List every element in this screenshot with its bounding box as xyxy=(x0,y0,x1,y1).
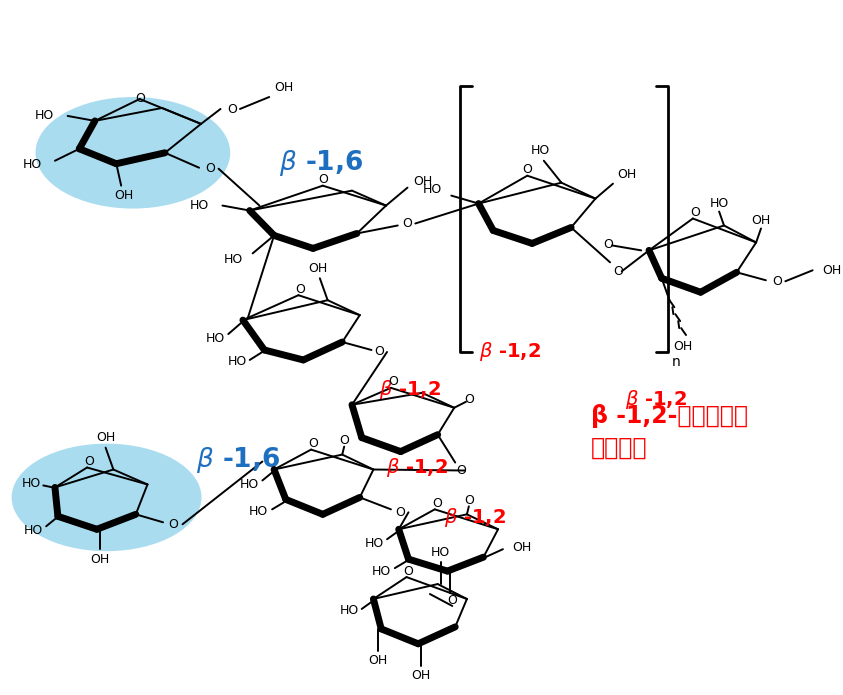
Text: HO: HO xyxy=(431,546,450,559)
Text: $\beta$ -1,2: $\beta$ -1,2 xyxy=(625,389,687,411)
Text: O: O xyxy=(403,217,412,230)
Text: O: O xyxy=(339,434,349,447)
Ellipse shape xyxy=(12,443,201,551)
Text: OH: OH xyxy=(751,214,771,227)
Text: OH: OH xyxy=(513,541,532,554)
Text: OH: OH xyxy=(617,168,636,181)
Text: O: O xyxy=(374,345,384,359)
Text: OH: OH xyxy=(823,264,841,277)
Text: O: O xyxy=(228,104,237,117)
Text: O: O xyxy=(388,375,398,389)
Text: O: O xyxy=(395,506,405,519)
Text: HO: HO xyxy=(249,505,268,518)
Text: O: O xyxy=(690,206,700,219)
Text: HO: HO xyxy=(35,109,54,122)
Text: OH: OH xyxy=(674,339,693,352)
Text: O: O xyxy=(404,564,413,578)
Text: OH: OH xyxy=(413,175,432,188)
Text: HO: HO xyxy=(372,564,391,578)
Text: HO: HO xyxy=(228,355,247,368)
Text: O: O xyxy=(432,497,442,510)
Text: O: O xyxy=(773,275,782,288)
Text: $\beta$ -1,6: $\beta$ -1,6 xyxy=(279,148,363,178)
Text: OH: OH xyxy=(274,81,293,94)
Text: OH: OH xyxy=(411,669,431,682)
Text: O: O xyxy=(318,173,328,186)
Text: $\beta$ -1,6: $\beta$ -1,6 xyxy=(196,445,281,475)
Text: $\beta$ -1,2: $\beta$ -1,2 xyxy=(479,341,540,363)
Text: HO: HO xyxy=(223,253,243,266)
Text: HO: HO xyxy=(190,199,209,212)
Text: O: O xyxy=(464,494,474,507)
Text: O: O xyxy=(136,92,146,104)
Text: $\beta$ -1,2: $\beta$ -1,2 xyxy=(444,506,507,529)
Text: OH: OH xyxy=(90,553,110,566)
Text: 基本骨格: 基本骨格 xyxy=(591,436,647,459)
Text: HO: HO xyxy=(207,332,225,345)
Text: HO: HO xyxy=(422,183,442,196)
Text: HO: HO xyxy=(365,537,384,550)
Text: $\beta$ -1,2: $\beta$ -1,2 xyxy=(386,456,448,479)
Text: HO: HO xyxy=(340,605,359,617)
Text: O: O xyxy=(464,393,474,407)
Text: β -1,2-グルカンが: β -1,2-グルカンが xyxy=(591,404,748,427)
Text: n: n xyxy=(671,355,680,369)
Text: HO: HO xyxy=(24,524,43,537)
Text: OH: OH xyxy=(96,431,115,444)
Text: O: O xyxy=(456,464,466,477)
Text: O: O xyxy=(168,518,178,531)
Text: OH: OH xyxy=(309,262,328,275)
Text: O: O xyxy=(205,162,215,175)
Text: O: O xyxy=(448,594,457,607)
Text: HO: HO xyxy=(23,158,42,171)
Text: OH: OH xyxy=(368,654,388,667)
Text: O: O xyxy=(604,238,613,251)
Text: OH: OH xyxy=(115,189,134,202)
Text: O: O xyxy=(308,437,318,450)
Text: HO: HO xyxy=(22,477,41,490)
Text: O: O xyxy=(84,455,94,468)
Text: $\beta$ -1,2: $\beta$ -1,2 xyxy=(379,378,442,401)
Ellipse shape xyxy=(35,97,230,208)
Text: O: O xyxy=(523,163,532,177)
Text: HO: HO xyxy=(240,478,260,491)
Text: O: O xyxy=(613,265,623,278)
Text: O: O xyxy=(295,283,305,296)
Text: HO: HO xyxy=(710,197,728,210)
Text: HO: HO xyxy=(530,145,550,157)
